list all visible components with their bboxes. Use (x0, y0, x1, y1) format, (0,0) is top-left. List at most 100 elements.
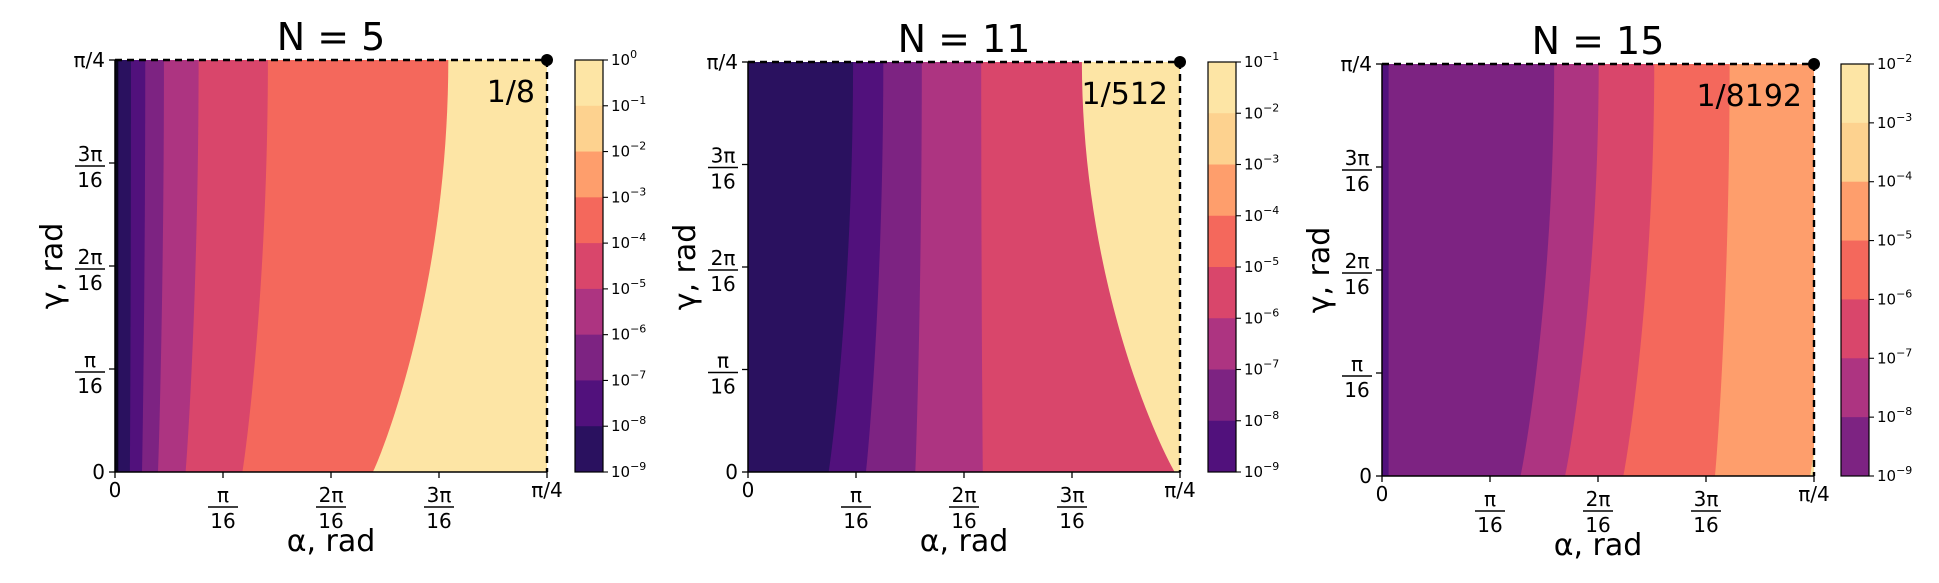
panel-title: N = 5 (277, 15, 386, 59)
colorbar-segment (1208, 267, 1236, 319)
x-tick-label: π/4 (531, 478, 563, 502)
corner-point-marker (1174, 56, 1186, 68)
colorbar-segment (575, 197, 603, 244)
x-tick-label: π16 (1475, 487, 1505, 537)
colorbar-segment (1208, 62, 1236, 114)
colorbar-tick-label: 10−6 (611, 323, 646, 344)
colorbar-segment (1208, 215, 1236, 268)
annotation-fraction: 1/512 (1082, 77, 1168, 112)
colorbar-tick-label: 10−4 (1244, 204, 1279, 225)
colorbar-tick-label: 10−8 (611, 414, 646, 435)
colorbar-segment (1841, 417, 1869, 477)
colorbar: 100 10−1 10−2 10−3 10−4 10−5 10−6 10−7 10−8 10−9 (574, 48, 646, 481)
svg-text:16: 16 (1344, 378, 1369, 402)
panel-title: N = 15 (1532, 19, 1665, 63)
svg-text:16: 16 (1059, 509, 1084, 533)
svg-text:0: 0 (92, 460, 105, 484)
contour-regions (748, 62, 1180, 472)
svg-text:0: 0 (1376, 482, 1389, 506)
colorbar-tick-label: 10−7 (1877, 346, 1912, 367)
annotation-fraction: 1/8 (487, 75, 535, 110)
svg-text:16: 16 (318, 509, 343, 533)
svg-text:3π: 3π (1694, 487, 1719, 511)
y-axis-label: γ, rad (1302, 227, 1337, 314)
contour-region (1382, 64, 1555, 476)
contour-region (115, 60, 119, 472)
colorbar-segment (1841, 299, 1869, 359)
colorbar: 10−2 10−3 10−4 10−5 10−6 10−7 10−8 10−9 (1840, 52, 1912, 485)
svg-text:π: π (850, 483, 862, 507)
y-tick-label: π/4 (1340, 52, 1372, 76)
colorbar-tick-label: 10−1 (1244, 50, 1279, 71)
contour-region (115, 60, 131, 472)
colorbar-tick-label: 10−3 (611, 185, 646, 206)
colorbar-segment (575, 334, 603, 381)
colorbar-tick-label: 10−5 (611, 277, 646, 298)
svg-text:0: 0 (109, 478, 122, 502)
colorbar-segment (575, 426, 603, 473)
svg-text:2π: 2π (711, 246, 736, 270)
svg-text:2π: 2π (1586, 487, 1611, 511)
colorbar-tick-label: 10−9 (1877, 464, 1912, 485)
svg-text:π/4: π/4 (1164, 478, 1196, 502)
colorbar-tick-label: 10−6 (1244, 306, 1279, 327)
colorbar-tick-label: 10−9 (1244, 460, 1279, 481)
panel-title: N = 11 (898, 17, 1031, 61)
svg-text:3π: 3π (427, 483, 452, 507)
y-tick-label: π16 (75, 348, 105, 398)
colorbar-tick-label: 10−9 (611, 460, 646, 481)
contour-region (1382, 64, 1389, 476)
colorbar-tick-label: 10−8 (1244, 409, 1279, 430)
svg-text:3π: 3π (1060, 483, 1085, 507)
colorbar-tick-label: 10−1 (611, 94, 646, 115)
svg-text:π: π (1484, 487, 1496, 511)
colorbar: 10−1 10−2 10−3 10−4 10−5 10−6 10−7 10−8 10−9 (1207, 50, 1279, 481)
svg-text:2π: 2π (952, 483, 977, 507)
svg-text:2π: 2π (1345, 249, 1370, 273)
colorbar-segment (1841, 358, 1869, 418)
colorbar-segment (1208, 369, 1236, 422)
colorbar-segment (575, 288, 603, 336)
y-axis-label: γ, rad (668, 224, 703, 311)
colorbar-tick-label: 10−4 (1877, 170, 1912, 191)
svg-text:2π: 2π (319, 483, 344, 507)
svg-text:π/4: π/4 (531, 478, 563, 502)
svg-text:π/4: π/4 (1798, 482, 1830, 506)
x-tick-label: π16 (841, 483, 871, 533)
svg-text:π/4: π/4 (1340, 52, 1372, 76)
svg-text:π/4: π/4 (706, 50, 738, 74)
svg-text:16: 16 (77, 271, 102, 295)
colorbar-tick-label: 10−2 (1877, 52, 1912, 73)
svg-text:π: π (1351, 352, 1363, 376)
svg-text:16: 16 (77, 168, 102, 192)
colorbar-tick-label: 100 (611, 48, 637, 69)
svg-text:3π: 3π (711, 144, 736, 168)
y-tick-label: 0 (92, 460, 105, 484)
corner-point-marker (1808, 58, 1820, 70)
colorbar-segment (575, 243, 603, 290)
svg-text:16: 16 (710, 170, 735, 194)
colorbar-tick-label: 10−8 (1877, 405, 1912, 426)
svg-text:π/4: π/4 (73, 48, 105, 72)
contour-regions (115, 60, 547, 472)
colorbar-segment (575, 380, 603, 427)
colorbar-segment (1208, 113, 1236, 165)
corner-point-marker (541, 54, 553, 66)
panel-1: N = 51/80 π162π163π16π/40π162π163π16π/4α,… (35, 15, 646, 559)
contour-region (748, 62, 854, 472)
colorbar-segment (1841, 240, 1869, 300)
contour-regions (1382, 64, 1814, 476)
colorbar-segment (575, 151, 603, 198)
colorbar-segment (575, 105, 603, 153)
svg-text:3π: 3π (1345, 146, 1370, 170)
